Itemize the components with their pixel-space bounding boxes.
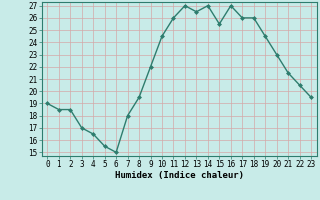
X-axis label: Humidex (Indice chaleur): Humidex (Indice chaleur) — [115, 171, 244, 180]
